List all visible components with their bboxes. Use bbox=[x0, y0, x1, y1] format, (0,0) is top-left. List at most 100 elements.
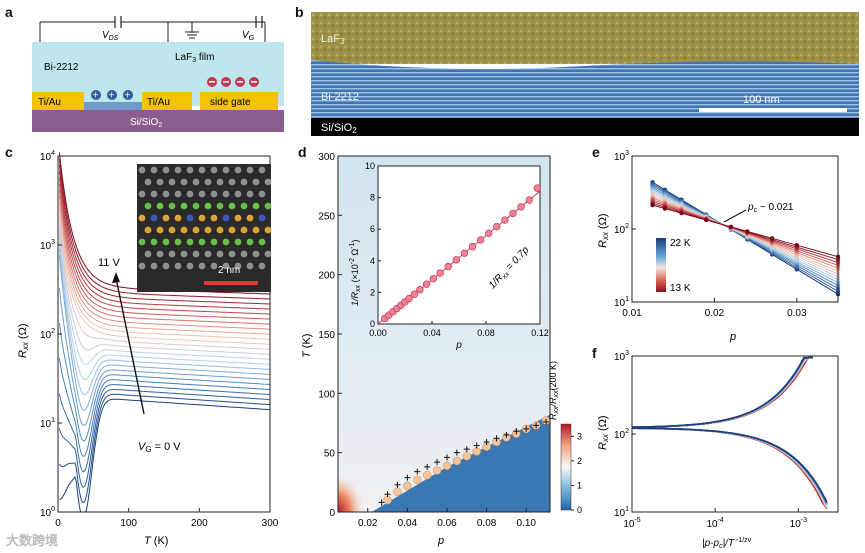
d-ytick-label: 250 bbox=[318, 211, 335, 222]
f-ylabel: Rxx (Ω) bbox=[597, 415, 610, 450]
d-cross-point bbox=[453, 449, 460, 456]
f-lower-curve bbox=[632, 427, 828, 510]
stem-atom bbox=[138, 238, 146, 246]
c-curve bbox=[58, 209, 270, 340]
c-xtick-label: 200 bbox=[191, 518, 208, 529]
stem-atom bbox=[234, 262, 242, 270]
c-curve bbox=[58, 241, 271, 381]
side-gate-label: side gate bbox=[210, 97, 251, 108]
cbar-tick-label: 3 bbox=[577, 431, 582, 441]
stem-atom bbox=[210, 214, 218, 222]
panel-label-a: a bbox=[5, 4, 13, 20]
stem-atom bbox=[252, 250, 260, 258]
d-ytick-label: 100 bbox=[318, 389, 335, 400]
c-xlabel: T (K) bbox=[144, 535, 168, 547]
stem-atom bbox=[198, 166, 206, 174]
d-tc-point bbox=[472, 447, 481, 456]
stem-inset: 2 nm bbox=[137, 164, 272, 292]
f-ytick-label: 102 bbox=[614, 428, 629, 441]
f-upper-curve bbox=[631, 356, 813, 429]
stem-atom bbox=[144, 202, 152, 210]
f-lower-curve bbox=[632, 427, 828, 510]
c-curve bbox=[58, 393, 271, 504]
f-lower-curve bbox=[631, 427, 828, 510]
d-xtick-label: 0.04 bbox=[398, 518, 418, 529]
inset-ytick-label: 10 bbox=[365, 161, 375, 171]
stem-atom bbox=[240, 250, 248, 258]
inset-xtick-label: 0.12 bbox=[531, 328, 549, 338]
c-ytick-label: 101 bbox=[40, 417, 55, 430]
c-curve bbox=[58, 384, 271, 473]
stem-atom bbox=[138, 166, 146, 174]
heatmap-superconducting-region bbox=[338, 398, 418, 512]
c-curve bbox=[58, 228, 271, 355]
substrate-label: Si/SiO2 bbox=[130, 117, 162, 129]
d-cross-point bbox=[384, 491, 391, 498]
laf3-layer bbox=[311, 12, 859, 64]
scale-bar-label: 100 nm bbox=[743, 94, 780, 106]
stem-atom bbox=[222, 238, 230, 246]
d-cross-point bbox=[424, 463, 431, 470]
stem-atom bbox=[234, 238, 242, 246]
stem-atom bbox=[192, 202, 200, 210]
stem-atom bbox=[138, 190, 146, 198]
stem-atom bbox=[186, 214, 194, 222]
f-upper-curve bbox=[631, 356, 813, 429]
e-point bbox=[650, 202, 655, 208]
inset-point bbox=[501, 216, 509, 224]
colorbar-label: Rxx/Rxx(200 K) bbox=[548, 361, 560, 420]
f-upper-curve bbox=[632, 356, 813, 428]
f-lower-curve bbox=[632, 427, 828, 503]
stem-atom bbox=[198, 262, 206, 270]
f-lower-curve bbox=[632, 427, 828, 507]
inset-scale-bar bbox=[204, 281, 258, 285]
c-curve bbox=[58, 164, 270, 305]
inset-ytick-label: 4 bbox=[370, 256, 375, 266]
stem-atom bbox=[252, 202, 260, 210]
contact-right-label: Ti/Au bbox=[147, 97, 170, 108]
stem-atom bbox=[252, 178, 260, 186]
stem-atom bbox=[234, 214, 242, 222]
c-curve bbox=[58, 235, 270, 365]
f-upper-curve bbox=[631, 356, 813, 428]
stem-atom bbox=[180, 226, 188, 234]
e-point bbox=[794, 243, 799, 248]
stem-atom bbox=[222, 214, 230, 222]
stem-atom bbox=[162, 190, 170, 198]
stem-atom bbox=[246, 262, 254, 270]
stem-atom bbox=[198, 214, 206, 222]
c-curve bbox=[59, 398, 270, 513]
stem-atom bbox=[264, 178, 272, 186]
contact-left bbox=[32, 92, 84, 110]
negative-charges bbox=[207, 77, 259, 87]
d-tc-point bbox=[393, 487, 402, 497]
c-curve bbox=[58, 171, 270, 310]
stem-atom bbox=[222, 190, 230, 198]
d-cross-point bbox=[443, 454, 450, 461]
stem-atom bbox=[204, 226, 212, 234]
stem-atom bbox=[252, 226, 260, 234]
stem-atom bbox=[144, 178, 152, 186]
stem-atom bbox=[186, 190, 194, 198]
panel-label-d: d bbox=[298, 144, 307, 160]
inset-point bbox=[485, 229, 493, 238]
stem-atom bbox=[174, 190, 182, 198]
f-lower-curve bbox=[632, 427, 828, 506]
inset-ytick-label: 6 bbox=[370, 224, 375, 234]
inset-scale-label: 2 nm bbox=[218, 265, 240, 276]
inset-point bbox=[416, 286, 424, 294]
d-ytick-label: 150 bbox=[318, 330, 335, 341]
c-curve bbox=[58, 248, 271, 396]
f-ytick-label: 103 bbox=[614, 350, 629, 363]
inset-ylabel: 1/Rxx (×10-2 Ω-1) bbox=[349, 240, 362, 306]
inset-point bbox=[436, 269, 444, 277]
inset-point bbox=[517, 203, 525, 211]
stem-atom bbox=[168, 202, 176, 210]
stem-atom bbox=[150, 214, 158, 222]
c-ytick-label: 102 bbox=[40, 328, 55, 341]
watermark: 大数跨境 bbox=[6, 533, 59, 548]
d-cross-point bbox=[483, 438, 490, 445]
stem-atom bbox=[258, 166, 266, 174]
